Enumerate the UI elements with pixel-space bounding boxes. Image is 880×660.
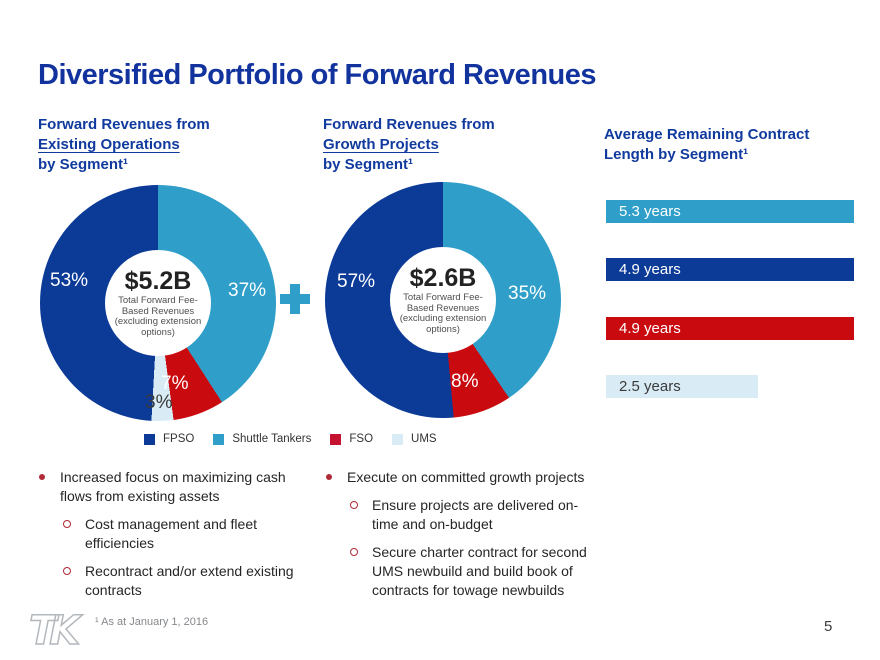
- bullet-text: Recontract and/or extend existing contra…: [85, 563, 294, 598]
- segment-label-ums: 3%: [145, 392, 173, 413]
- note-line: (excluding extension: [114, 316, 202, 327]
- bullet-list-growth-projects: Execute on committed growth projects Ens…: [322, 468, 596, 609]
- bullet-subitem: Secure charter contract for second UMS n…: [322, 543, 596, 600]
- page-title: Diversified Portfolio of Forward Revenue…: [38, 59, 597, 92]
- bullet-text: Increased focus on maximizing cash flows…: [60, 469, 286, 504]
- legend-swatch-ums: [392, 433, 404, 445]
- total-note: Total Forward Fee- Based Revenues (exclu…: [114, 295, 202, 338]
- legend-item-fso: FSO: [330, 433, 373, 445]
- bullet-subitem: Cost management and fleet efficiencies: [35, 515, 297, 553]
- footnote: ¹ As at January 1, 2016: [95, 616, 209, 628]
- note-line: Based Revenues: [121, 305, 195, 317]
- bullet-ring-icon: [63, 567, 71, 575]
- segment-label-fso: 7%: [161, 373, 189, 394]
- bullet-dot-icon: [39, 474, 45, 480]
- bullet-text: Ensure projects are delivered on-time an…: [372, 497, 579, 532]
- heading-line-underlined: Growth Projects: [323, 136, 439, 153]
- plus-icon-bar: [280, 294, 310, 304]
- total-value: $5.2B: [124, 267, 192, 295]
- heading-contract-length: Average Remaining Contract Length by Seg…: [604, 126, 810, 163]
- bullet-ring-icon: [350, 501, 358, 509]
- plus-icon: [280, 284, 310, 314]
- bullet-dot-icon: [326, 474, 332, 480]
- legend-item-fpso: FPSO: [144, 433, 194, 445]
- total-note: Total Forward Fee- Based Revenues (exclu…: [399, 292, 487, 335]
- bullet-ring-icon: [350, 548, 358, 556]
- total-value: $2.6B: [409, 264, 477, 292]
- note-line: Total Forward Fee-: [118, 295, 198, 306]
- note-line: options): [141, 326, 175, 338]
- legend-swatch-shuttle-tankers: [213, 433, 225, 445]
- bullet-text: Cost management and fleet efficiencies: [85, 516, 257, 551]
- heading-growth-projects: Forward Revenues from Growth Projects by…: [323, 115, 583, 175]
- bullet-subitem: Ensure projects are delivered on-time an…: [322, 496, 596, 534]
- legend-item-shuttle-tankers: Shuttle Tankers: [213, 433, 311, 445]
- bullet-item: Execute on committed growth projects: [322, 468, 596, 487]
- heading-existing-operations: Forward Revenues from Existing Operation…: [38, 115, 298, 175]
- heading-line: Forward Revenues from: [323, 116, 495, 133]
- heading-line: by Segment¹: [323, 156, 414, 173]
- chart-legend: FPSO Shuttle Tankers FSO UMS: [144, 433, 437, 445]
- segment-label-shuttle-tankers: 35%: [508, 283, 547, 304]
- page-number: 5: [824, 618, 833, 635]
- heading-line-underlined: Existing Operations: [38, 136, 180, 153]
- donut-center: $2.6B Total Forward Fee- Based Revenues …: [390, 247, 496, 353]
- bullet-subitem: Recontract and/or extend existing contra…: [35, 562, 297, 600]
- legend-label: UMS: [411, 433, 437, 445]
- donut-chart-growth-projects: 57% 35% 8% $2.6B Total Forward Fee- Base…: [325, 182, 561, 418]
- legend-label: Shuttle Tankers: [232, 433, 312, 445]
- note-line: (excluding extension: [399, 313, 487, 324]
- bullet-list-existing-assets: Increased focus on maximizing cash flows…: [35, 468, 297, 609]
- heading-line: by Segment¹: [38, 156, 129, 173]
- bullet-ring-icon: [63, 520, 71, 528]
- donut-center: $5.2B Total Forward Fee- Based Revenues …: [105, 250, 211, 356]
- segment-label-shuttle-tankers: 37%: [228, 280, 267, 301]
- teekay-logo: TK: [28, 602, 91, 659]
- bar-fso: 4.9 years: [606, 317, 854, 340]
- bar-ums: 2.5 years: [606, 375, 758, 398]
- segment-label-fso: 8%: [451, 371, 479, 392]
- note-line: Total Forward Fee-: [403, 292, 483, 303]
- legend-swatch-fpso: [144, 433, 155, 445]
- legend-label: FPSO: [163, 433, 195, 445]
- bar-fpso: 4.9 years: [606, 258, 854, 281]
- segment-label-fpso: 53%: [50, 270, 89, 291]
- legend-swatch-fso: [330, 433, 342, 445]
- bar-shuttle-tankers: 5.3 years: [606, 200, 854, 223]
- bullet-item: Increased focus on maximizing cash flows…: [35, 468, 297, 506]
- bullet-text: Secure charter contract for second UMS n…: [372, 544, 587, 598]
- donut-chart-existing-operations: 53% 37% 7% 3% $5.2B Total Forward Fee- B…: [40, 185, 276, 421]
- bullet-text: Execute on committed growth projects: [347, 469, 585, 485]
- teekay-logo-icon: TK: [28, 607, 91, 655]
- heading-line: Forward Revenues from: [38, 116, 210, 133]
- note-line: options): [426, 323, 460, 335]
- legend-label: FSO: [349, 433, 374, 445]
- svg-text:TK: TK: [29, 608, 83, 654]
- legend-item-ums: UMS: [392, 433, 437, 445]
- note-line: Based Revenues: [406, 302, 480, 314]
- segment-label-fpso: 57%: [337, 271, 376, 292]
